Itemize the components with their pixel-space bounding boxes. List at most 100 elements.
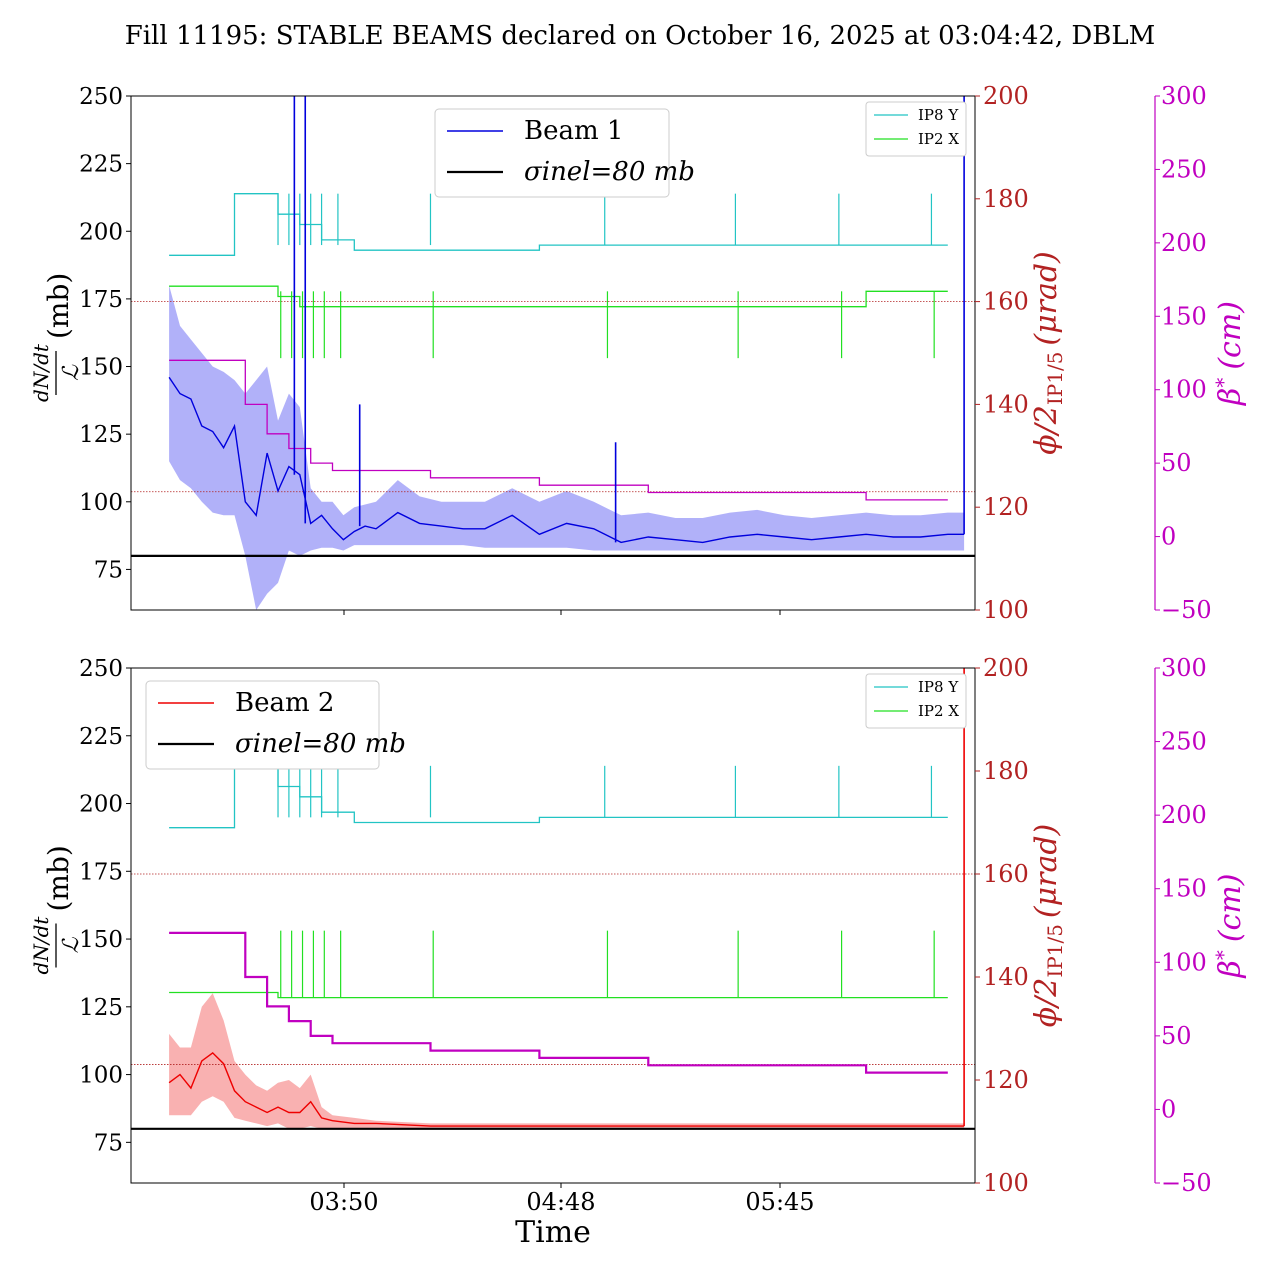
beta-axis-label-main: β [1213, 388, 1248, 406]
left-tick-label: 75 [94, 1130, 123, 1156]
beta-axis-label-main: β [1213, 960, 1248, 978]
left-axis-label-numerator: dN/dt [29, 343, 53, 402]
legend-main: Beam 1 σinel=80 mb [434, 108, 695, 198]
beta-tick-label: 300 [1161, 82, 1207, 110]
legend-small-label: IP2 X [918, 702, 959, 720]
phi-tick-label: 140 [983, 390, 1029, 418]
phi-tick-label: 100 [983, 1169, 1029, 1197]
left-tick-label: 175 [79, 287, 123, 313]
legend-small-label: IP2 X [918, 130, 959, 148]
phi-tick-label: 120 [983, 493, 1029, 521]
left-tick-label: 100 [79, 490, 123, 516]
ip2-x-series [169, 991, 948, 999]
beam-series [168, 1051, 965, 1127]
beam-band [169, 993, 965, 1129]
legend-small: IP8 Y IP2 X [865, 101, 967, 157]
legend-sigma-label: σinel=80 mb [524, 157, 695, 187]
phi-axis-label-sub: IP1/5 [1043, 924, 1067, 978]
left-tick-label: 250 [79, 84, 123, 110]
beta-axis-label-text: β* (cm) [1211, 873, 1248, 978]
left-tick-label: 150 [79, 355, 123, 381]
beta-tick-label: 50 [1161, 1022, 1192, 1050]
legend-beam-label: Beam 1 [524, 116, 623, 146]
phi-axis-label: ϕ/2IP1/5 (μrad) [1029, 824, 1067, 1028]
left-tick-label: 250 [79, 656, 123, 682]
left-axis-label-numerator: dN/dt [29, 916, 53, 975]
ip2-x-series [169, 285, 948, 308]
beta-star-series [169, 359, 948, 501]
beta-tick-label: 50 [1161, 449, 1192, 477]
beta-tick-label: 200 [1161, 229, 1207, 257]
beta-axis-label-sup: * [1211, 950, 1235, 960]
legend-small-label: IP8 Y [918, 678, 959, 696]
x-axis-label: Time [515, 1215, 591, 1250]
left-axis-label: dN/dt ℒ (mb) [29, 273, 84, 402]
beta-axis-label: β* (cm) [1211, 301, 1248, 406]
left-tick-label: 75 [94, 557, 123, 583]
x-tick-label: 05:45 [745, 1188, 814, 1216]
phi-axis-label-main: ϕ/2 [1029, 405, 1064, 455]
beta-tick-label: 250 [1161, 728, 1207, 756]
beta-tick-label: 150 [1161, 875, 1207, 903]
phi-tick-label: 200 [983, 654, 1029, 682]
ip8-y-series [169, 193, 948, 256]
beta-axis-label-sup: * [1211, 378, 1235, 388]
phi-tick-label: 200 [983, 82, 1029, 110]
legend-main: Beam 2 σinel=80 mb [145, 680, 406, 770]
left-tick-label: 225 [79, 724, 123, 750]
phi-tick-label: 180 [983, 185, 1029, 213]
phi-axis-label-unit: (μrad) [1029, 251, 1064, 345]
beam-series [168, 376, 965, 544]
beta-tick-label: 100 [1161, 948, 1207, 976]
plot-frame [130, 95, 976, 611]
beta-tick-label: −50 [1161, 1169, 1212, 1197]
phi-axis-label-main: ϕ/2 [1029, 978, 1064, 1028]
legend-beam-label: Beam 2 [235, 688, 334, 718]
beta-tick-label: 300 [1161, 654, 1207, 682]
beam-band [169, 285, 965, 610]
left-tick-label: 225 [79, 152, 123, 178]
left-tick-label: 200 [79, 792, 123, 818]
x-tick-label: 04:48 [526, 1188, 595, 1216]
left-tick-label: 125 [79, 995, 123, 1021]
phi-tick-label: 140 [983, 963, 1029, 991]
left-tick-label: 175 [79, 859, 123, 885]
phi-tick-label: 180 [983, 757, 1029, 785]
beta-tick-label: 200 [1161, 801, 1207, 829]
beta-tick-label: −50 [1161, 596, 1212, 624]
left-tick-label: 200 [79, 219, 123, 245]
beta-tick-label: 100 [1161, 376, 1207, 404]
legend-sigma-label: σinel=80 mb [235, 729, 406, 759]
left-axis-label-denominator: ℒ [59, 936, 84, 953]
plot-area [131, 668, 975, 1130]
left-tick-label: 125 [79, 422, 123, 448]
beta-axis-label-unit: (cm) [1213, 301, 1248, 370]
left-axis-label-unit: (mb) [42, 273, 75, 339]
left-tick-label: 100 [79, 1063, 123, 1089]
left-axis-label-unit: (mb) [42, 845, 75, 911]
phi-tick-label: 160 [983, 288, 1029, 316]
phi-axis-label-sub: IP1/5 [1043, 352, 1067, 406]
phi-axis-label-text: ϕ/2IP1/5 (μrad) [1029, 251, 1067, 455]
phi-axis-label: ϕ/2IP1/5 (μrad) [1029, 251, 1067, 455]
plot-frame [130, 667, 976, 1184]
ip8-y-series [169, 765, 948, 829]
bottom-panel: 75 100 125 150 175 200 225 250 100 120 140 160 180 20… [29, 654, 1248, 1216]
beta-tick-label: 150 [1161, 302, 1207, 330]
phi-axis-label-text: ϕ/2IP1/5 (μrad) [1029, 824, 1067, 1028]
chart-title: Fill 11195: STABLE BEAMS declared on Oct… [125, 21, 1156, 51]
left-tick-label: 150 [79, 927, 123, 953]
beta-axis-label: β* (cm) [1211, 873, 1248, 978]
phi-tick-label: 120 [983, 1066, 1029, 1094]
beta-axis-label-text: β* (cm) [1211, 301, 1248, 406]
beta-star-series [169, 931, 948, 1074]
left-axis-label: dN/dt ℒ (mb) [29, 845, 84, 974]
phi-axis-label-unit: (μrad) [1029, 824, 1064, 918]
x-tick-label: 03:50 [309, 1188, 378, 1216]
left-axis-label-denominator: ℒ [59, 364, 84, 381]
beta-tick-label: 0 [1161, 523, 1176, 551]
legend-small: IP8 Y IP2 X [865, 673, 967, 729]
legend-small-label: IP8 Y [918, 106, 959, 124]
top-panel: 75 100 125 150 175 200 225 250 100 120 140 160 180 20… [29, 82, 1248, 624]
